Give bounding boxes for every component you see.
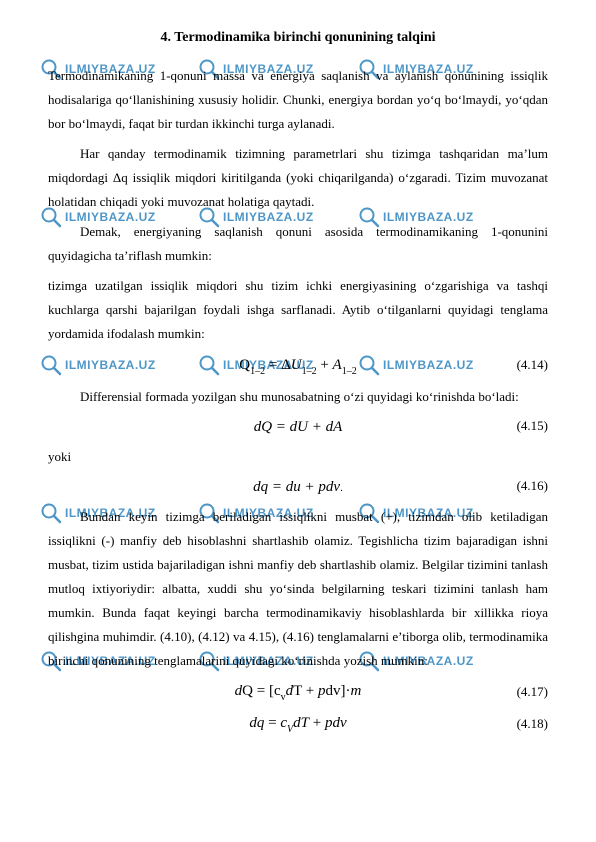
paragraph-6: yoki (48, 445, 548, 469)
equation-number: (4.17) (517, 682, 548, 703)
equation-4-17: dQ = [cvdT + pdv]·m (4.17) (48, 679, 548, 705)
section-title: 4. Termodinamika birinchi qonunining tal… (48, 30, 548, 46)
equation-text: Q1–2 = ΔU1–2 + A1–2 (239, 353, 356, 379)
equation-text: dq = du + pdv. (253, 475, 343, 499)
equation-text: dQ = [cvdT + pdv]·m (235, 679, 362, 705)
equation-number: (4.16) (517, 476, 548, 497)
paragraph-1: Termodinamikaning 1-qonuni massa va ener… (48, 64, 548, 136)
paragraph-7: Bundan keyin tizimga beriladigan issiqli… (48, 505, 548, 673)
paragraph-2: Har qanday termodinamik tizimning parame… (48, 142, 548, 214)
equation-number: (4.15) (517, 416, 548, 437)
equation-4-16: dq = du + pdv. (4.16) (48, 475, 548, 499)
equation-4-15: dQ = dU + dA (4.15) (48, 415, 548, 439)
paragraph-3: Demak, energiyaning saqlanish qonuni aso… (48, 220, 548, 268)
equation-text: dq = cVdT + pdv (249, 711, 346, 737)
equation-text: dQ = dU + dA (254, 415, 343, 439)
paragraph-5: Differensial formada yozilgan shu munosa… (48, 385, 548, 409)
equation-number: (4.18) (517, 714, 548, 735)
paragraph-4: tizimga uzatilgan issiqlik miqdori shu t… (48, 274, 548, 346)
equation-number: (4.14) (517, 355, 548, 376)
equation-4-18: dq = cVdT + pdv (4.18) (48, 711, 548, 737)
equation-4-14: Q1–2 = ΔU1–2 + A1–2 (4.14) (48, 353, 548, 379)
